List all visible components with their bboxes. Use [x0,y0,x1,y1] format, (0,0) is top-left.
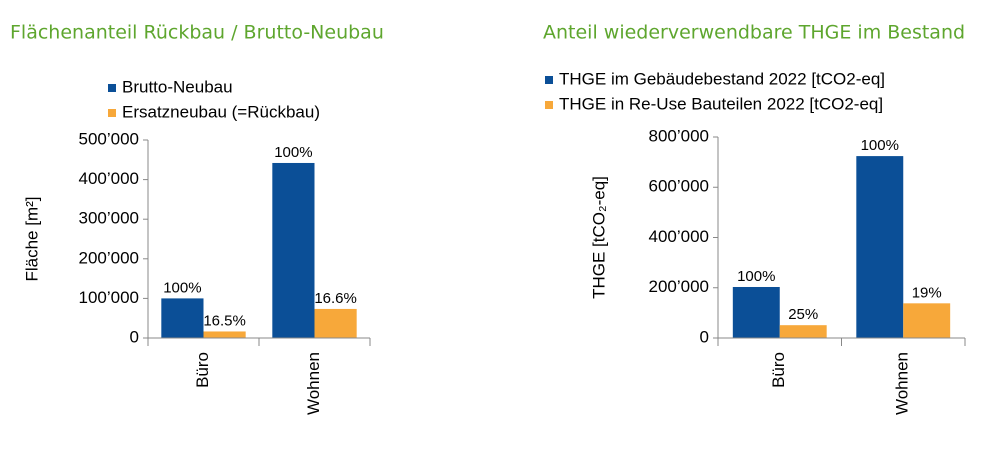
bar-label: 100% [163,279,201,296]
bar [856,156,904,338]
x-tick-label: Büro [769,352,788,388]
y-axis-title: THGE [tCO₂-eq] [589,176,608,299]
y-tick-label: 600’000 [648,177,709,196]
bar-label: 16.5% [203,312,246,329]
bar-label: 100% [737,268,775,285]
legend-swatch [545,76,553,84]
y-tick-label: 200’000 [648,277,709,296]
bar [161,298,204,338]
legend-label: Ersatzneubau (=Rückbau) [122,102,320,121]
y-tick-label: 300’000 [78,209,139,228]
x-tick-label: Wohnen [304,352,323,415]
x-tick-label: Wohnen [893,352,912,415]
bar-label: 100% [861,137,899,154]
y-tick-label: 800’000 [648,126,709,145]
bar [203,331,246,338]
legend-swatch [108,84,116,92]
legend-swatch [545,101,553,109]
y-tick-label: 500’000 [78,129,139,148]
bar-label: 19% [912,284,942,301]
bar [732,286,780,338]
y-tick-label: 0 [130,327,139,346]
legend-label: THGE in Re-Use Bauteilen 2022 [tCO2-eq] [559,94,883,113]
bar [903,303,951,338]
y-tick-label: 100’000 [78,288,139,307]
y-tick-label: 200’000 [78,248,139,267]
x-tick-label: Büro [193,352,212,388]
legend-label: THGE im Gebäudebestand 2022 [tCO2-eq] [559,69,885,88]
legend-swatch [108,109,116,117]
y-tick-label: 400’000 [78,169,139,188]
bar [272,162,315,338]
bar-label: 100% [274,144,312,161]
bar-label: 25% [788,306,818,323]
chart-title: Flächenanteil Rückbau / Brutto-Neubau [10,22,384,44]
chart-title: Anteil wiederverwendbare THGE im Bestand [543,22,965,44]
bar-label: 16.6% [314,290,357,307]
y-axis-title: Fläche [m²] [22,196,41,281]
bar [779,325,827,338]
bar [314,308,357,338]
y-tick-label: 0 [700,327,709,346]
legend-label: Brutto-Neubau [122,77,233,96]
y-tick-label: 400’000 [648,227,709,246]
